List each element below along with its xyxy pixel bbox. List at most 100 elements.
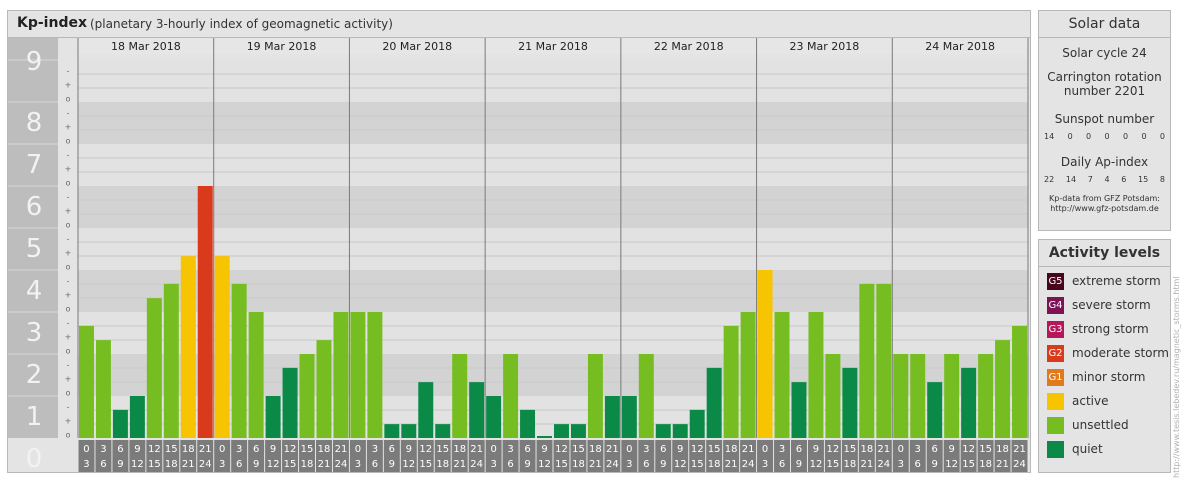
- kp-bar: [961, 367, 977, 438]
- hour-end-label: 15: [419, 459, 432, 470]
- hour-start-label: 9: [813, 444, 819, 455]
- hour-start-label: 15: [979, 444, 992, 455]
- legend-swatch: G1: [1047, 368, 1064, 386]
- legend-label: quiet: [1072, 442, 1103, 456]
- kp-bar: [146, 298, 162, 438]
- kp-level-label: 5: [26, 234, 43, 264]
- hour-end-label: 18: [979, 459, 992, 470]
- hour-start-label: 15: [844, 444, 857, 455]
- hour-start-label: 9: [134, 444, 140, 455]
- hour-cell: [282, 440, 299, 472]
- hour-cell: [587, 440, 604, 472]
- kp-source-url[interactable]: http://www.gfz-potsdam.de: [1050, 204, 1159, 213]
- hour-cell: [841, 440, 858, 472]
- kp-level-label: 4: [26, 276, 43, 306]
- kp-bar: [774, 312, 790, 438]
- hour-end-label: 12: [674, 459, 687, 470]
- kp-minor-tick: +: [65, 207, 72, 216]
- hour-end-label: 6: [507, 459, 513, 470]
- hour-start-label: 18: [589, 444, 602, 455]
- kp-minor-tick: +: [65, 417, 72, 426]
- kp-bar: [910, 354, 926, 438]
- kp-band-6: [78, 144, 1028, 186]
- kp-bar: [350, 312, 366, 438]
- kp-bar: [486, 396, 502, 438]
- kp-minor-tick: o: [66, 263, 71, 272]
- date-label: 19 Mar 2018: [247, 40, 317, 53]
- date-label: 22 Mar 2018: [654, 40, 724, 53]
- hour-cell: [129, 440, 146, 472]
- credit-url[interactable]: http://www.tesis.lebedev.ru/magnetic_sto…: [1172, 276, 1181, 478]
- hour-end-label: 12: [267, 459, 280, 470]
- hour-start-label: 6: [796, 444, 802, 455]
- hour-cell: [723, 440, 740, 472]
- kp-bar: [401, 424, 417, 438]
- hour-cell: [655, 440, 672, 472]
- hour-start-label: 15: [301, 444, 314, 455]
- hour-start-label: 12: [148, 444, 161, 455]
- kp-minor-tick: -: [67, 109, 70, 118]
- ap-value: 22: [1044, 175, 1055, 184]
- hour-start-label: 15: [708, 444, 721, 455]
- ap-value: 4: [1104, 175, 1110, 184]
- legend-item-quiet: quiet: [1047, 439, 1170, 459]
- kp-bar: [265, 396, 281, 438]
- hour-start-label: 6: [389, 444, 395, 455]
- kp-bar: [248, 312, 264, 438]
- kp-minor-tick: o: [66, 137, 71, 146]
- hour-start-label: 15: [165, 444, 178, 455]
- kp-bar: [1012, 325, 1027, 438]
- hour-cell: [892, 440, 909, 472]
- kp-bar: [859, 283, 875, 438]
- sunspot-value: 0: [1159, 132, 1165, 141]
- hour-end-label: 9: [389, 459, 395, 470]
- hour-cell: [400, 440, 417, 472]
- kp-bar: [112, 409, 128, 438]
- hour-end-label: 6: [236, 459, 242, 470]
- sunspot-value: 0: [1067, 132, 1073, 141]
- hour-end-label: 15: [691, 459, 704, 470]
- kp-level-label: 6: [26, 192, 43, 222]
- hour-cell: [706, 440, 723, 472]
- hour-start-label: 18: [860, 444, 873, 455]
- hour-cell: [807, 440, 824, 472]
- sunspot-title: Sunspot number: [1054, 112, 1155, 126]
- legend-label: unsettled: [1072, 418, 1129, 432]
- legend-item-strong-storm: G3 strong storm: [1047, 319, 1170, 339]
- ap-value: 7: [1087, 175, 1093, 184]
- hour-start-label: 3: [915, 444, 921, 455]
- hour-cell: [231, 440, 248, 472]
- kp-scale-column: [8, 38, 58, 438]
- hour-end-label: 24: [1013, 459, 1026, 470]
- hour-end-label: 9: [796, 459, 802, 470]
- hour-start-label: 3: [643, 444, 649, 455]
- hour-start-label: 18: [182, 444, 195, 455]
- kp-bar: [587, 354, 603, 438]
- chart-title-bar: Kp-index (planetary 3-hourly index of ge…: [8, 11, 1030, 38]
- hour-end-label: 15: [962, 459, 975, 470]
- kp-bar: [384, 424, 400, 438]
- hour-start-label: 3: [507, 444, 513, 455]
- hour-end-label: 12: [538, 459, 551, 470]
- hour-cell: [994, 440, 1011, 472]
- hour-start-label: 18: [453, 444, 466, 455]
- kp-minor-tick: -: [67, 193, 70, 202]
- hour-end-label: 24: [335, 459, 348, 470]
- hour-cell: [451, 440, 468, 472]
- hour-end-label: 18: [301, 459, 314, 470]
- hour-start-label: 15: [572, 444, 585, 455]
- legend-item-severe-storm: G4 severe storm: [1047, 295, 1170, 315]
- kp-minor-tick: o: [66, 221, 71, 230]
- kp-bar: [604, 396, 620, 438]
- date-header: [78, 38, 1028, 54]
- kp-bar: [418, 382, 434, 438]
- kp-level-label: 8: [26, 108, 43, 138]
- sunspot-values-row: 14 0 0 0 0 0 0: [1039, 132, 1170, 141]
- kp-source-note: Kp-data from GFZ Potsdam:: [1049, 194, 1160, 203]
- hour-start-label: 21: [877, 444, 890, 455]
- hour-end-label: 9: [253, 459, 259, 470]
- kp-level-label: 3: [26, 318, 43, 348]
- hour-start-label: 12: [419, 444, 432, 455]
- hour-cell: [570, 440, 587, 472]
- activity-legend: G5 extreme storm G4 severe storm G3 strong st…: [1039, 271, 1170, 459]
